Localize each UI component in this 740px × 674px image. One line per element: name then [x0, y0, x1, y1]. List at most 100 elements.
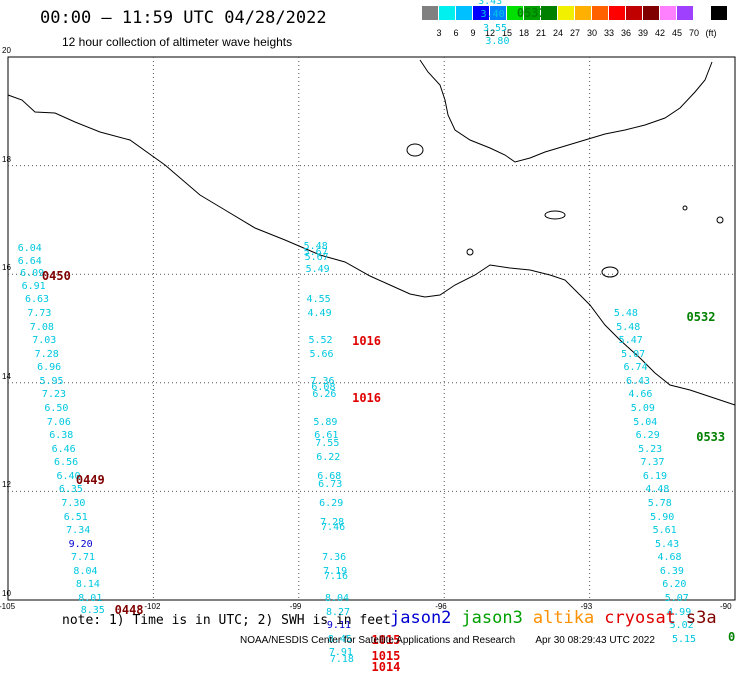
longitude-tick-label: -96	[435, 602, 447, 611]
scale-label: 9	[470, 28, 476, 38]
pass-time-tag: 0	[728, 630, 736, 644]
scale-label: 33	[603, 28, 614, 38]
latitude-tick-label: 20	[2, 46, 11, 55]
wave-height-value: 6.09	[20, 267, 45, 279]
island-outline	[406, 143, 424, 157]
longitude-tick-label: -102	[144, 602, 161, 611]
wave-height-value: 6.46	[51, 443, 76, 455]
island-outline	[601, 266, 619, 278]
scale-label: 18	[518, 28, 529, 38]
wave-height-value: 5.49	[305, 263, 330, 275]
wave-height-value: 5.52	[308, 335, 333, 347]
scale-swatch	[694, 6, 710, 20]
wave-height-value: 7.55	[315, 438, 340, 450]
wave-height-value: 3.40	[480, 9, 505, 21]
scale-label: 24	[552, 28, 563, 38]
wave-height-value: 6.51	[63, 511, 88, 523]
scale-label: 45	[671, 28, 682, 38]
wave-height-value: 7.37	[640, 457, 665, 469]
wave-height-value: 8.14	[75, 579, 100, 591]
island-outline	[682, 205, 688, 211]
wave-height-value: 6.20	[662, 579, 687, 591]
wave-height-value: 6.35	[58, 484, 83, 496]
wave-height-value: 7.28	[34, 348, 59, 360]
wave-height-value: 3.43	[478, 0, 503, 7]
scale-swatch	[677, 6, 693, 20]
wave-height-value: 7.30	[61, 497, 86, 509]
page-subtitle: 12 hour collection of altimeter wave hei…	[62, 35, 293, 49]
wave-height-value: 6.63	[24, 294, 50, 306]
scale-label: 27	[569, 28, 580, 38]
wave-height-value: 7.28	[320, 516, 345, 528]
scale-label: 70	[688, 28, 699, 38]
legend-entry-jason3: jason3	[461, 608, 523, 628]
wave-height-value: 5.02	[669, 620, 694, 632]
page-title: 00:00 — 11:59 UTC 04/28/2022	[40, 8, 327, 28]
pass-time-tag: 1016	[352, 391, 382, 406]
wave-height-value: 9.11	[326, 620, 351, 632]
scale-swatch	[643, 6, 659, 20]
longitude-tick-label: -90	[720, 602, 732, 611]
island-outline	[716, 216, 724, 224]
scale-swatch	[439, 6, 455, 20]
gulf-coastline	[419, 59, 713, 163]
wave-height-value: 4.49	[307, 307, 332, 319]
wave-height-value: 8.45	[327, 633, 352, 645]
wave-height-value: 5.09	[630, 402, 655, 414]
wave-height-value: 5.07	[621, 348, 646, 360]
pacific-coastline	[7, 94, 736, 406]
units-note: note: 1) Time is in UTC; 2) SWH is in fe…	[62, 613, 391, 628]
scale-swatch	[473, 6, 489, 20]
wave-height-value: 5.23	[638, 443, 663, 455]
scale-label: 12	[484, 28, 495, 38]
scale-swatch	[609, 6, 625, 20]
latitude-tick-label: 12	[2, 480, 11, 490]
scale-label: 6	[453, 28, 459, 38]
pass-time-tag: 1015	[371, 632, 401, 647]
wave-height-value: 7.16	[324, 571, 349, 583]
pass-time-tag: 0450	[41, 268, 71, 283]
wave-height-value: 6.19	[642, 470, 667, 482]
wave-height-value: 4.55	[306, 294, 331, 306]
latitude-tick-label: 10	[2, 589, 11, 598]
wave-height-value: 6.04	[17, 242, 42, 254]
scale-swatch	[490, 6, 506, 20]
wave-height-value: 7.08	[29, 321, 54, 333]
wave-height-value: 5.47	[618, 335, 643, 347]
wave-height-value: 9.20	[68, 538, 93, 550]
longitude-tick-label: -93	[580, 602, 593, 611]
wave-height-value: 7.46	[321, 522, 346, 534]
wave-height-value: 5.07	[664, 593, 689, 604]
scale-swatch	[711, 6, 727, 20]
wave-height-value: 4.68	[657, 552, 682, 564]
wave-height-value: 5.90	[650, 511, 675, 523]
scale-label: 21	[535, 28, 546, 38]
longitude-tick-label: -105	[0, 602, 16, 611]
wave-height-value: 6.29	[635, 430, 660, 442]
wave-height-value: 5.04	[633, 416, 658, 428]
wave-height-value: 3.55	[482, 22, 508, 34]
wave-height-value: 7.03	[32, 335, 57, 347]
wave-height-value: 7.06	[46, 416, 71, 428]
wave-height-value: 6.73	[318, 478, 343, 490]
latitude-tick-label: 14	[2, 371, 11, 381]
wave-height-value: 6.22	[316, 451, 341, 463]
scale-swatch	[456, 6, 472, 20]
wave-height-value: 7.34	[66, 525, 91, 537]
wave-height-value: 7.71	[71, 552, 96, 564]
scale-swatch	[592, 6, 608, 20]
wave-height-value: 4.66	[628, 389, 653, 401]
scale-swatch	[507, 6, 523, 20]
wave-height-value: 5.48	[303, 241, 328, 253]
wave-height-value: 5.15	[671, 633, 697, 645]
wave-height-value: 4.99	[667, 606, 692, 618]
wave-height-value: 8.04	[73, 565, 98, 577]
legend-entry-jason2: jason2	[390, 608, 452, 628]
scale-label: 30	[586, 28, 597, 38]
wave-height-value: 5.67	[304, 251, 329, 263]
scale-swatch	[626, 6, 642, 20]
wave-height-value: 6.74	[623, 362, 648, 374]
wave-height-value: 7.36	[310, 375, 335, 387]
pass-time-tag: 0448	[114, 602, 144, 617]
satellite-legend: jason2 jason3 altika cryosat s3a	[390, 608, 727, 628]
